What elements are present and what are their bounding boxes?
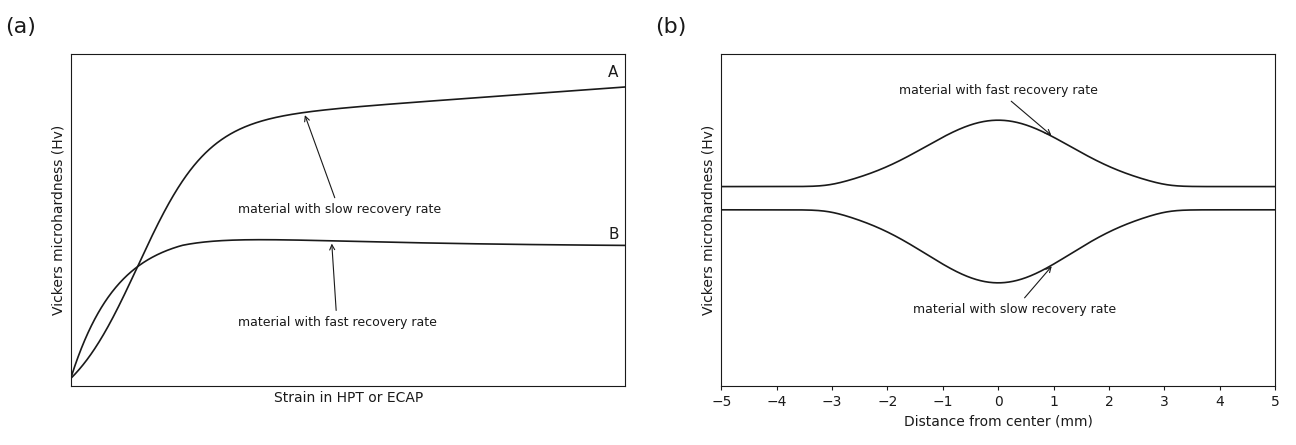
Text: (a): (a) bbox=[5, 17, 36, 37]
Y-axis label: Vickers microhardness (Hv): Vickers microhardness (Hv) bbox=[52, 125, 66, 315]
Text: material with slow recovery rate: material with slow recovery rate bbox=[914, 267, 1116, 316]
Text: A: A bbox=[608, 65, 618, 81]
Text: material with fast recovery rate: material with fast recovery rate bbox=[898, 84, 1098, 134]
Text: B: B bbox=[608, 227, 619, 242]
Y-axis label: Vickers microhardness (Hv): Vickers microhardness (Hv) bbox=[702, 125, 715, 315]
X-axis label: Strain in HPT or ECAP: Strain in HPT or ECAP bbox=[273, 391, 422, 405]
Text: material with slow recovery rate: material with slow recovery rate bbox=[237, 116, 441, 216]
Text: (b): (b) bbox=[654, 17, 687, 37]
Text: material with fast recovery rate: material with fast recovery rate bbox=[237, 245, 437, 329]
X-axis label: Distance from center (mm): Distance from center (mm) bbox=[903, 414, 1093, 429]
